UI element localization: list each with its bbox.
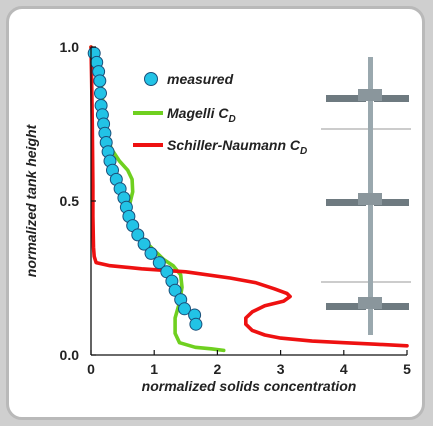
legend-label-measured: measured <box>167 71 234 87</box>
data-point-measured <box>168 283 182 297</box>
x-tick-label: 0 <box>87 361 95 377</box>
x-tick-label: 5 <box>403 361 411 377</box>
tank-illustration <box>321 57 411 335</box>
data-point-measured <box>144 246 158 260</box>
data-point-measured <box>131 228 145 242</box>
data-point-measured <box>178 302 191 316</box>
plot-area <box>87 45 409 353</box>
legend-magelli-sub: D <box>228 114 235 125</box>
figure-frame: 0 1 2 3 4 5 0.0 0.5 1.0 normalized solids concen… <box>6 6 425 420</box>
data-point-measured <box>93 74 107 88</box>
legend: measured Magelli CD Schiller-Naumann CD <box>133 71 307 157</box>
legend-label-magelli: Magelli CD <box>167 105 236 125</box>
impeller-top <box>326 89 409 102</box>
data-point-measured <box>152 256 166 270</box>
legend-magelli-prefix: Magelli C <box>167 105 229 121</box>
y-tick-label: 0.5 <box>60 193 80 209</box>
y-tick-label: 0.0 <box>60 347 80 363</box>
x-tick-label: 1 <box>150 361 158 377</box>
data-point-measured <box>137 237 151 251</box>
legend-schiller-sub: D <box>300 146 307 157</box>
series-line-magelli-c-d <box>89 45 226 353</box>
legend-schiller-prefix: Schiller-Naumann C <box>167 137 301 153</box>
chart: 0 1 2 3 4 5 0.0 0.5 1.0 normalized solids concen… <box>23 39 412 394</box>
legend-marker-measured <box>144 72 158 86</box>
x-tick-label: 2 <box>214 361 222 377</box>
series-line-schiller-naumann-c-d <box>89 45 409 348</box>
impeller-bottom <box>326 297 409 310</box>
y-tick-label: 1.0 <box>60 39 80 55</box>
data-point-measured <box>94 86 107 100</box>
x-axis-label: normalized solids concentration <box>142 378 357 394</box>
x-tick-label: 3 <box>277 361 285 377</box>
impeller-middle <box>326 193 409 206</box>
y-axis-label: normalized tank height <box>23 123 39 277</box>
axis-ticks: 0 1 2 3 4 5 0.0 0.5 1.0 <box>60 39 412 377</box>
legend-label-schiller: Schiller-Naumann CD <box>167 137 307 157</box>
x-tick-label: 4 <box>340 361 348 377</box>
data-point-measured <box>189 317 203 331</box>
